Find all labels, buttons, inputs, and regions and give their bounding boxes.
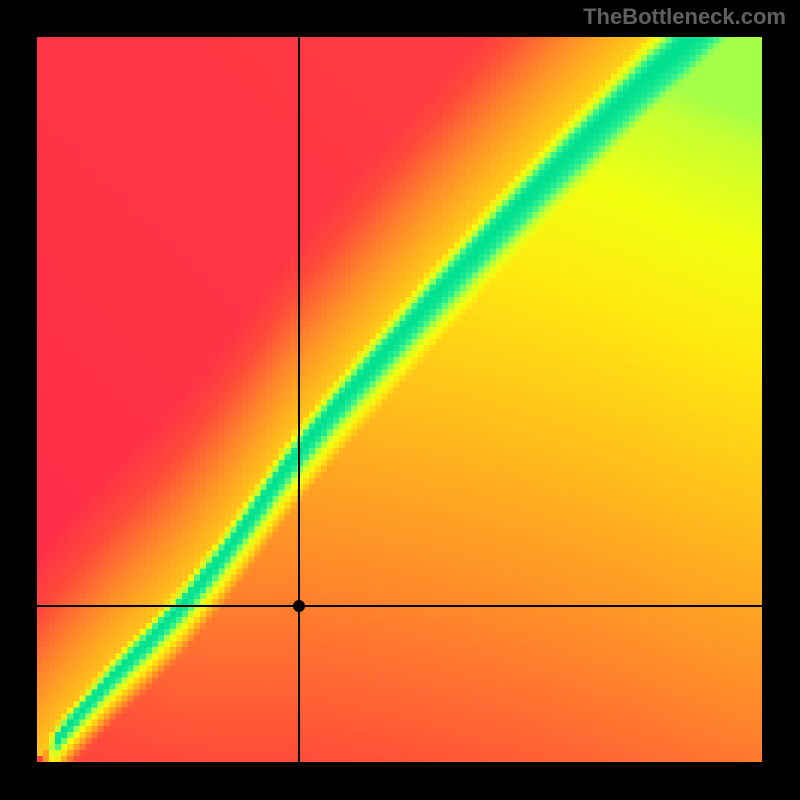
heatmap-canvas bbox=[37, 37, 762, 762]
watermark-text: TheBottleneck.com bbox=[583, 4, 786, 30]
bottleneck-heatmap bbox=[37, 37, 762, 762]
